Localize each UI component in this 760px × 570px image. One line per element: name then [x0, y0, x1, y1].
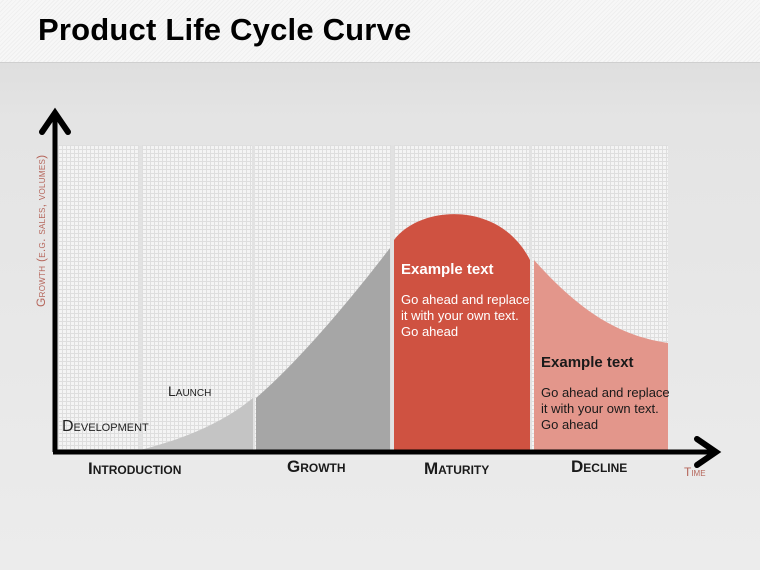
x-axis-label: Time: [684, 465, 706, 479]
maturity-box-title: Example text: [401, 261, 494, 278]
stage-maturity: Maturity: [424, 459, 490, 478]
page-title: Product Life Cycle Curve: [38, 12, 412, 47]
grid-divider: [391, 145, 394, 450]
maturity-box-body: Go ahead and replace it with your own te…: [401, 292, 530, 339]
maturity-area: [394, 214, 530, 450]
stage-growth: Growth: [287, 457, 346, 476]
decline-area: [534, 260, 668, 450]
phase-launch: Launch: [168, 383, 212, 399]
y-axis-arrow-icon: [39, 107, 71, 135]
introduction-area: [140, 398, 253, 450]
y-axis-label-text: Growth (e.g. sales, volumes): [34, 154, 48, 307]
grid-divider: [529, 145, 532, 450]
decline-box-title: Example text: [541, 354, 634, 371]
header-bar: Product Life Cycle Curve: [0, 0, 760, 63]
stage-introduction: Introduction: [88, 459, 182, 478]
decline-box-body: Go ahead and replace it with your own te…: [541, 385, 670, 432]
phase-development: Development: [62, 418, 149, 435]
stage-decline: Decline: [571, 457, 628, 476]
x-axis-arrow-icon: [694, 436, 722, 468]
grid-divider: [252, 145, 255, 450]
grid-divider: [139, 145, 142, 450]
growth-area: [256, 248, 390, 450]
